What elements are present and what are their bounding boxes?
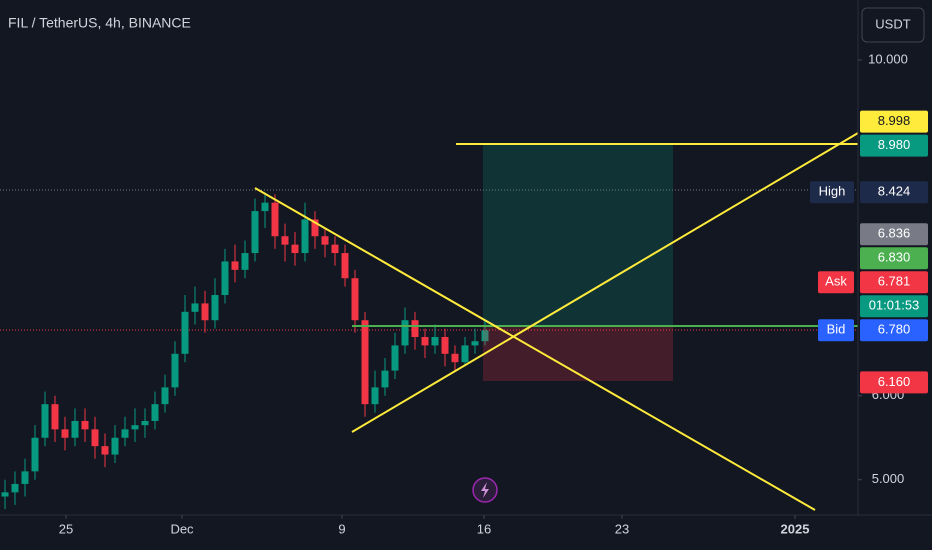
- candle-body: [141, 420, 149, 426]
- x-tick-label: 23: [615, 521, 629, 536]
- price-label-box: [860, 271, 928, 294]
- candle-body: [281, 236, 289, 245]
- candle-body: [31, 437, 39, 472]
- candle-body: [101, 446, 109, 455]
- event-icon-bolt: [481, 482, 489, 498]
- currency-button[interactable]: [861, 7, 925, 43]
- candle-body: [341, 253, 349, 279]
- price-label-box: [860, 110, 928, 133]
- candle-body: [191, 303, 199, 312]
- price-label: 8.424: [878, 184, 911, 199]
- trend-line: [254, 187, 816, 511]
- chart-title: FIL / TetherUS, 4h, BINANCE: [8, 15, 191, 31]
- candle-body: [21, 471, 29, 484]
- price-tag-box: [818, 271, 854, 294]
- price-tag-box: [810, 181, 854, 204]
- candle-body: [331, 244, 339, 254]
- candle-body: [71, 420, 79, 438]
- price-tag: High: [819, 184, 846, 199]
- candle-body: [241, 253, 249, 270]
- x-tick-label: 9: [338, 521, 345, 536]
- price-tag: Ask: [825, 274, 847, 289]
- x-tick-label: 16: [477, 521, 491, 536]
- candle-body: [121, 429, 129, 438]
- candle-body: [11, 483, 19, 493]
- price-tag: Bid: [827, 322, 846, 337]
- candle-body: [481, 330, 489, 342]
- price-label-box: [860, 247, 928, 270]
- price-label: 8.980: [878, 137, 911, 152]
- x-tick-label: 2025: [781, 521, 810, 536]
- candle-body: [271, 202, 279, 237]
- candle-body: [321, 236, 329, 245]
- trend-line: [351, 132, 859, 433]
- price-label: 01:01:53: [869, 298, 920, 313]
- price-label: 8.998: [878, 113, 911, 128]
- candle-body: [451, 353, 459, 363]
- x-tick-label: Dec: [170, 521, 194, 536]
- candle-body: [181, 311, 189, 354]
- price-label: 6.160: [878, 374, 911, 389]
- price-label: 6.780: [878, 322, 911, 337]
- price-label-box: [860, 319, 928, 342]
- candle-body: [151, 404, 159, 421]
- candle-body: [251, 211, 259, 254]
- price-tag-box: [818, 319, 854, 342]
- candle-body: [41, 404, 49, 438]
- candle-body: [391, 345, 399, 371]
- target-zone: [483, 144, 673, 327]
- candle-body: [51, 404, 59, 430]
- price-label: 6.781: [878, 274, 911, 289]
- price-label: 6.836: [878, 226, 911, 241]
- price-labels: 6.160 6.780 Bid 01:01:53 6.781 Ask 6.830 6.836 8…: [810, 110, 928, 394]
- candle-body: [131, 425, 139, 430]
- price-label-box: [860, 134, 928, 157]
- candle-body: [301, 219, 309, 254]
- y-tick-label: 10.000: [868, 51, 908, 66]
- candle-body: [371, 387, 379, 405]
- candle-body: [211, 295, 219, 321]
- price-label-box: [860, 223, 928, 246]
- price-label-box: [860, 181, 928, 204]
- currency-button-label[interactable]: USDT: [875, 16, 910, 31]
- candle-body: [231, 261, 239, 270]
- candle-body: [61, 429, 69, 438]
- candle-body: [111, 437, 119, 455]
- candle-body: [201, 303, 209, 321]
- price-label-box: [860, 295, 928, 318]
- candle-body: [471, 341, 479, 346]
- candle-body: [461, 345, 469, 363]
- candle-body: [361, 320, 369, 405]
- candle-body: [351, 278, 359, 321]
- candle-body: [311, 219, 319, 237]
- candle-body: [261, 202, 269, 212]
- candles: [1, 192, 489, 510]
- candle-body: [431, 337, 439, 346]
- candle-body: [411, 320, 419, 338]
- candle-body: [291, 244, 299, 254]
- y-tick-label: 5.000: [872, 471, 905, 486]
- price-label-box: [860, 371, 928, 394]
- x-tick-label: 25: [59, 521, 73, 536]
- candle-body: [381, 370, 389, 388]
- candle-body: [401, 320, 409, 346]
- candle-body: [221, 261, 229, 296]
- candle-body: [161, 387, 169, 405]
- candle-body: [441, 337, 449, 354]
- candle-body: [421, 337, 429, 346]
- candle-body: [91, 429, 99, 447]
- price-label: 6.830: [878, 250, 911, 265]
- candle-body: [81, 420, 89, 430]
- candle-body: [171, 353, 179, 388]
- candle-body: [1, 492, 9, 497]
